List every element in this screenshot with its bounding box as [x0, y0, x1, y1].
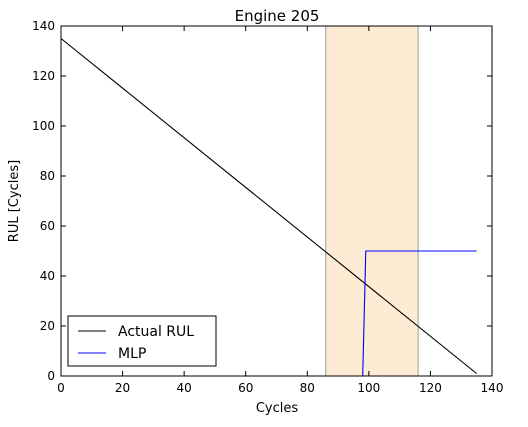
x-tick-label: 100 [357, 381, 380, 395]
series-line-actual-rul [60, 38, 477, 374]
y-tick-label: 140 [32, 19, 55, 33]
x-tick-label: 40 [177, 381, 192, 395]
chart-title: Engine 205 [235, 7, 320, 25]
x-tick-label: 0 [57, 381, 65, 395]
y-tick-label: 120 [32, 69, 55, 83]
ticks-layer: 0 20 40 60 80 100 120 140 0 20 40 60 80 100 120 140 [32, 19, 503, 395]
highlight-band [325, 25, 419, 377]
y-tick-label: 100 [32, 119, 55, 133]
plot-frame [60, 25, 493, 377]
y-axis-label: RUL [Cycles] [7, 160, 22, 242]
x-tick-label: 140 [481, 381, 504, 395]
x-tick-label: 60 [238, 381, 253, 395]
legend: Actual RUL MLP [67, 315, 217, 367]
y-tick-label: 80 [40, 169, 55, 183]
legend-label: MLP [118, 346, 146, 362]
y-tick-label: 0 [47, 369, 55, 383]
y-tick-label: 60 [40, 219, 55, 233]
x-axis-label: Cycles [256, 401, 299, 416]
legend-label: Actual RUL [118, 324, 194, 340]
x-tick-label: 120 [419, 381, 442, 395]
legend-box [67, 315, 217, 367]
y-tick-label: 40 [40, 269, 55, 283]
x-tick-label: 80 [300, 381, 315, 395]
y-tick-label: 20 [40, 319, 55, 333]
x-tick-label: 20 [115, 381, 130, 395]
